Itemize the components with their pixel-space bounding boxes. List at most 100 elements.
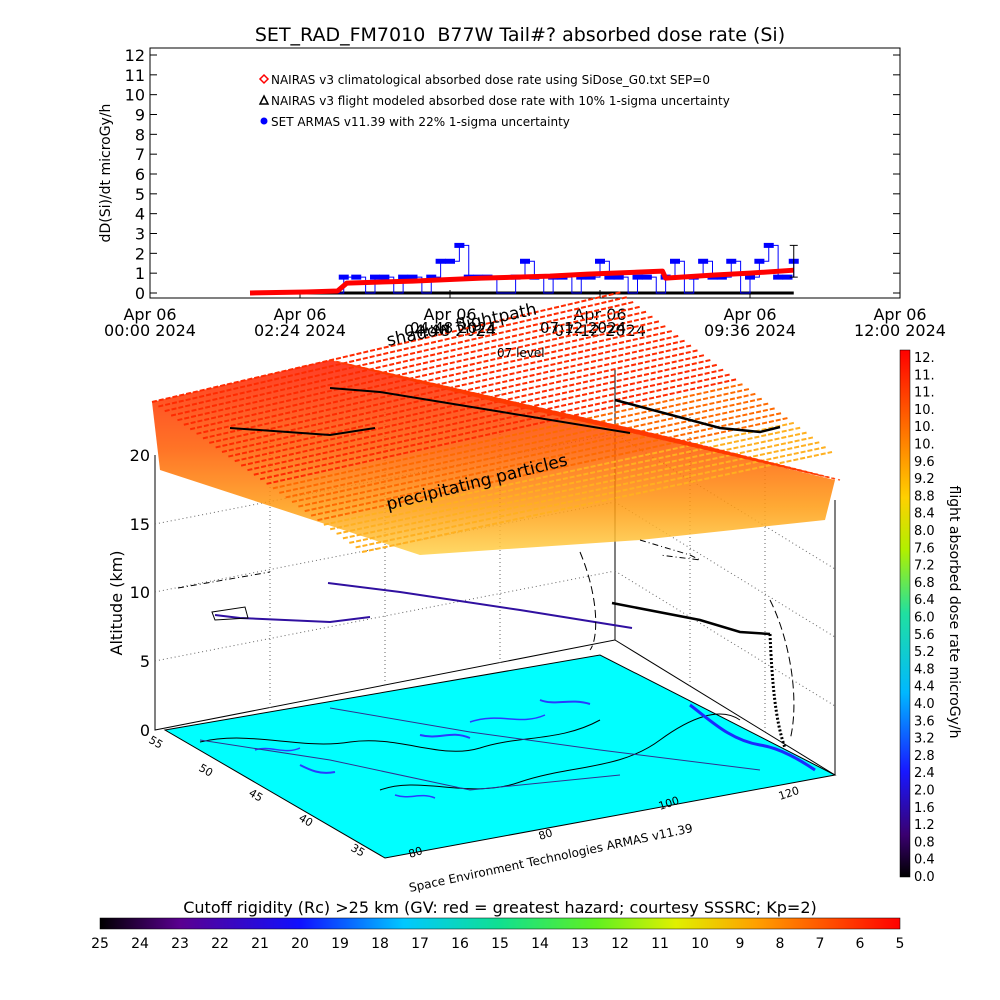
- flightpath-mid: [611, 601, 771, 636]
- x-tick-label: Apr 06: [423, 305, 476, 324]
- armas-data-point: [435, 258, 446, 264]
- rigidity-colorbar-tick-label: 25: [91, 936, 109, 952]
- armas-data-point: [445, 258, 455, 264]
- rigidity-colorbar-tick-label: 18: [371, 936, 389, 952]
- dose-colorbar-tick-label: 7.6: [914, 541, 935, 556]
- dose-colorbar-tick-label: 6.0: [914, 611, 935, 626]
- dose-sheet-stroke: [170, 305, 642, 417]
- armas-data-point: [398, 274, 409, 280]
- 3d-right-wall-edge: [614, 639, 836, 776]
- dose-sheet-stroke: [304, 407, 775, 513]
- dose-rate-sheet: [151, 291, 841, 555]
- armas-data-point: [426, 274, 437, 280]
- dose-sheet-stroke: [253, 368, 725, 476]
- dose-colorbar-tick-label: 8.4: [914, 507, 935, 522]
- shadow-outline: [177, 539, 701, 589]
- dose-sheet-stroke: [259, 373, 731, 481]
- dose-colorbar-tick-label: 1.2: [914, 818, 935, 833]
- timeseries-y-axis-label: dD(Si)/dt microGy/h: [98, 104, 114, 243]
- legend-triangle-marker: [258, 94, 270, 105]
- map-coastlines: [199, 699, 816, 799]
- legend-dot-marker: [260, 117, 268, 125]
- ground-track: [199, 739, 621, 791]
- y-tick-label: 3: [135, 225, 145, 244]
- dose-colorbar-tick-label: 12.: [914, 351, 935, 366]
- rigidity-colorbar-tick-label: 21: [251, 936, 269, 952]
- rigidity-colorbar-tick-label: 5: [896, 936, 905, 952]
- rigidity-colorbar-tick-label: 19: [331, 936, 349, 952]
- dose-colorbar-tick-label: 7.2: [914, 559, 935, 574]
- legend-entry: SET ARMAS v11.39 with 22% 1-sigma uncert…: [271, 115, 570, 129]
- flight-traces: [177, 387, 795, 749]
- lat-tick-label: 35: [349, 841, 368, 859]
- longitude-ticks: 80 80 100 120: [407, 784, 801, 861]
- vertical-profile: [768, 633, 787, 749]
- dose-sheet-stroke: [151, 291, 623, 403]
- timeseries-legend: NAIRAS v3 climatological absorbed dose r…: [258, 73, 730, 129]
- series-line-climatological: [249, 267, 794, 296]
- dose-sheet-stroke: [361, 451, 833, 553]
- dose-sheet-stroke: [240, 358, 712, 467]
- rigidity-colorbar-tick-label: 7: [816, 936, 825, 952]
- armas-data-point: [670, 258, 680, 264]
- dose-sheet-stroke: [221, 344, 693, 453]
- armas-data-point: [726, 258, 737, 264]
- legend-entry: NAIRAS v3 flight modeled absorbed dose r…: [271, 94, 730, 108]
- dose-colorbar-tick-label: 2.4: [914, 766, 935, 781]
- dose-colorbar-tick-label: 5.6: [914, 628, 935, 643]
- armas-data-point: [585, 274, 596, 280]
- dose-colorbar-tick-label: 10.: [914, 420, 935, 435]
- armas-data-point: [370, 274, 380, 280]
- flightpath-mid: [214, 614, 371, 624]
- armas-data-point: [763, 242, 774, 248]
- dose-colorbar-tick-label: 10.: [914, 438, 935, 453]
- dose-colorbar-tick-label: 4.8: [914, 662, 935, 677]
- rigidity-colorbar-tick-label: 23: [171, 936, 189, 952]
- dose-colorbar-tick-label: 2.8: [914, 749, 935, 764]
- dose-sheet-stroke: [209, 334, 680, 444]
- x-tick-label: 00:00 2024: [104, 321, 196, 340]
- ground-track: [329, 707, 761, 771]
- coastline: [199, 719, 601, 752]
- dose-colorbar-tick-label: 6.8: [914, 576, 935, 591]
- dose-colorbar-tick-label: 4.4: [914, 680, 935, 695]
- dose-colorbar: 12. 11. 11. 10. 10. 10. 9.6 9.2 8.8 8.4 8.0 7.6 7.2 6…: [899, 349, 962, 885]
- dose-sheet-stroke: [228, 349, 699, 458]
- y-tick-label: 8: [135, 125, 145, 144]
- dose-colorbar-tick-label: 0.0: [914, 870, 935, 885]
- rigidity-colorbar-tick-label: 6: [856, 936, 865, 952]
- dose-colorbar-tick-label: 3.2: [914, 732, 935, 747]
- overlay-label-time: 04:48 2024: [410, 319, 496, 337]
- armas-data-point: [698, 258, 709, 264]
- rigidity-colorbar-tick-label: 20: [291, 936, 309, 952]
- armas-data-point: [632, 274, 643, 280]
- dose-sheet-stroke: [310, 412, 782, 517]
- y-tick-label: 9: [135, 106, 145, 125]
- flightpath-upper: [614, 398, 781, 434]
- lat-tick-label: 55: [147, 733, 166, 751]
- y-tick-label: 2: [135, 244, 145, 263]
- dose-sheet-stroke: [285, 392, 756, 499]
- 3d-z-axis-label: Altitude (km): [107, 551, 126, 656]
- timeseries-series: [249, 242, 799, 296]
- rigidity-colorbar: Cutoff rigidity (Rc) >25 km (GV: red = g…: [91, 898, 904, 952]
- flightpath-upper: [329, 387, 631, 434]
- rigidity-colorbar-tick-label: 22: [211, 936, 229, 952]
- armas-data-point: [379, 274, 390, 280]
- legend-diamond-marker: [258, 73, 270, 85]
- armas-data-point: [754, 258, 765, 264]
- latitude-ticks: 35 40 45 50 55: [147, 733, 368, 859]
- y-tick-label: 6: [135, 165, 145, 184]
- dose-sheet-stroke: [349, 441, 820, 544]
- dose-colorbar-tick-label: 1.6: [914, 801, 935, 816]
- armas-data-point: [520, 258, 530, 264]
- series-line-armas: [250, 244, 795, 294]
- flightpath-mid: [327, 582, 633, 629]
- rigidity-colorbar-tick-label: 9: [736, 936, 745, 952]
- dose-colorbar-tick-label: 4.0: [914, 697, 935, 712]
- chart-title: SET_RAD_FM7010 B77W Tail#? absorbed dose…: [255, 24, 785, 46]
- x-tick-label: Apr 06: [123, 305, 176, 324]
- x-tick-label: 04:48 2024: [404, 321, 496, 340]
